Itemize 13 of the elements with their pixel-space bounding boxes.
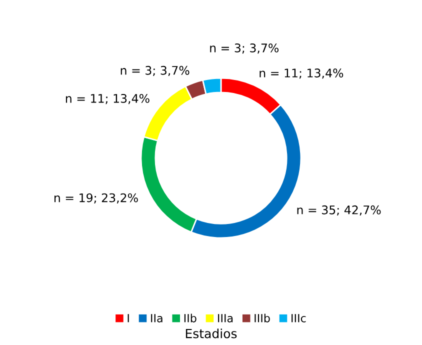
legend-label: IIa xyxy=(151,314,162,322)
legend-label: IIIb xyxy=(254,314,270,322)
data-label: n = 3; 3,7% xyxy=(210,43,279,54)
legend-label: IIIc xyxy=(292,314,306,322)
legend-label: IIb xyxy=(184,314,196,322)
legend-label: IIIa xyxy=(218,314,233,322)
legend-label: I xyxy=(128,314,129,322)
data-label: n = 19; 23,2% xyxy=(54,193,138,204)
data-label: n = 11; 13,4% xyxy=(66,94,150,104)
data-label: n = 11; 13,4% xyxy=(260,68,344,79)
data-label: n = 35; 42,7% xyxy=(297,205,381,216)
legend-title: Estadios xyxy=(186,328,237,338)
data-label: n = 3; 3,7% xyxy=(120,66,190,76)
